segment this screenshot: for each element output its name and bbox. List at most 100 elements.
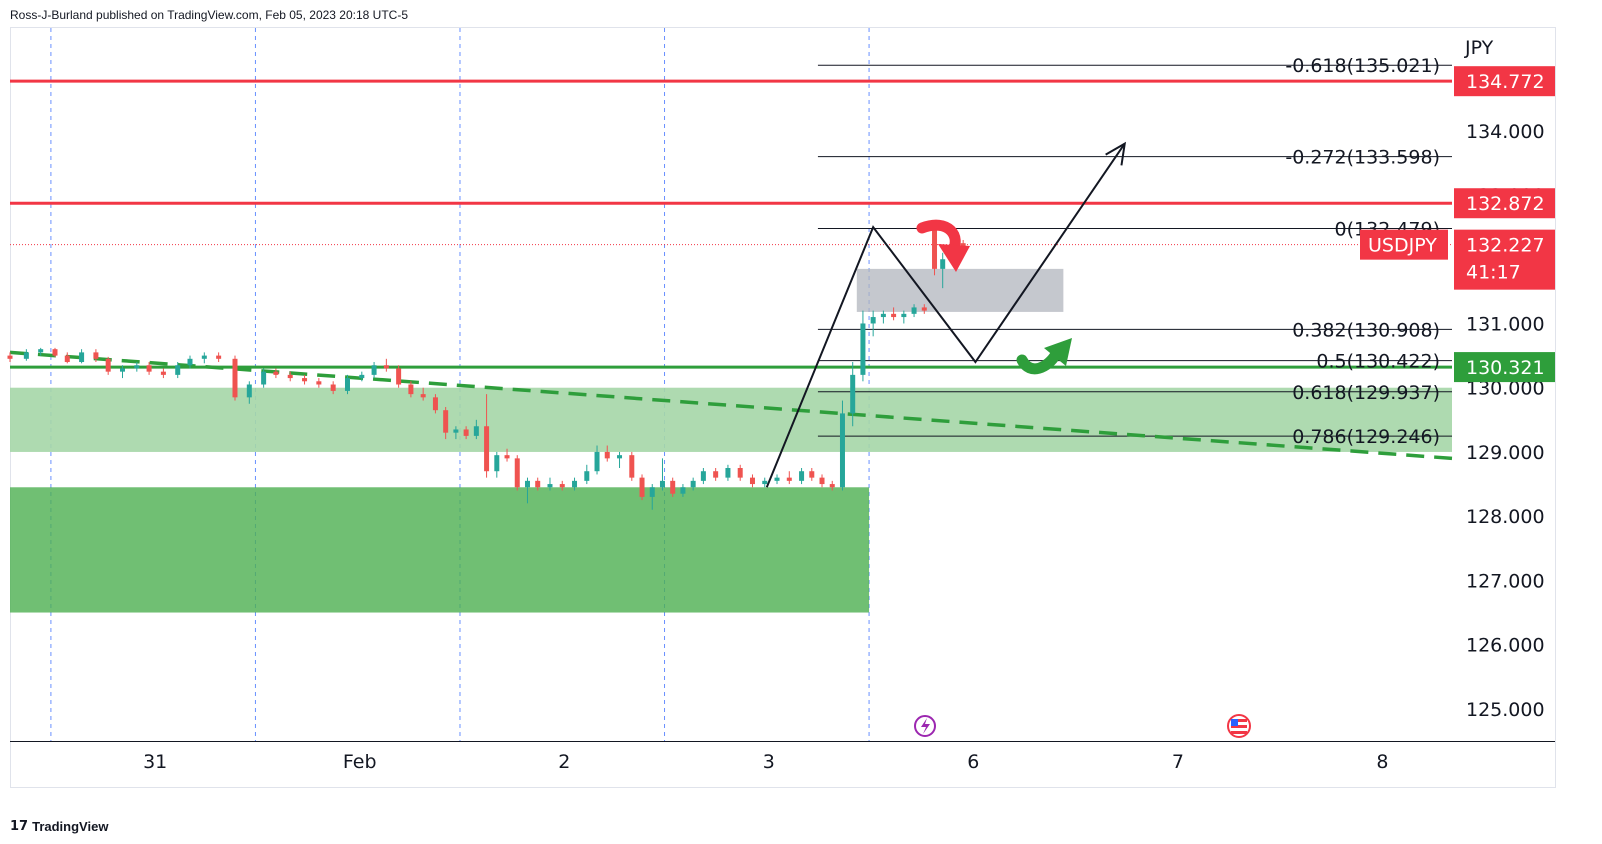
candles [7,225,966,510]
candle-body [93,352,99,359]
candle-body [880,313,886,318]
price-tag-text: 134.772 [1466,71,1545,93]
candle-body [690,480,696,488]
fib-level-label: -0.272(133.598) [1285,147,1440,169]
candle-body [359,374,365,379]
fib-level-label: 0.382(130.908) [1292,319,1440,341]
last-price-tag-text: 132.227 [1466,235,1545,257]
chart-marks [914,219,1251,738]
candle-body [891,313,897,318]
price-tag-bg [1454,188,1555,219]
candle-body [287,374,293,379]
candle-body [584,471,590,481]
candle-body [547,484,553,488]
horizontal-levels [10,79,1452,369]
y-tick-label: 126.000 [1466,635,1545,657]
trendline [9,350,1453,461]
publisher-header: Ross-J-Burland published on TradingView.… [10,8,408,22]
candle-body [629,455,635,478]
trendline-dashed [9,350,1453,461]
candle-body [670,480,676,494]
candle-body [617,455,623,459]
candle-body [420,394,426,398]
candle-body [23,352,29,359]
countdown-text: 41:17 [1466,262,1521,284]
fib-level-label: 0.5(130.422) [1316,351,1440,373]
candle-body [232,358,238,398]
fib-level-label: 0.618(129.937) [1292,382,1440,404]
green-arrow-head [1044,338,1072,366]
footer-brand[interactable]: 𝟭𝟳 TradingView [10,818,108,834]
candle-body [786,477,792,481]
candle-body [383,365,389,369]
fib-level-label: -0.618(135.021) [1285,55,1440,77]
candle-body [649,487,655,497]
candle-body [79,352,85,363]
candle-body [273,371,279,375]
projection-arrowhead [1105,141,1127,166]
candle-body [443,410,449,433]
y-tick-label: 134.000 [1466,121,1545,143]
candle-body [870,317,876,324]
candle-body [901,313,907,318]
symbol-tag-bg [1360,229,1448,260]
candle-body [713,471,719,478]
tradingview-logo-icon: 𝟭𝟳 [10,818,29,833]
candle-body [960,243,966,247]
x-tick-label: Feb [343,751,377,773]
candle-body [737,468,743,478]
candle-body [659,480,665,488]
price-tag-bg [1454,352,1555,383]
price-tag-text: 132.872 [1466,193,1545,215]
price-tag-text: 130.321 [1466,357,1545,379]
candle-body [175,365,181,375]
candle-body [52,349,58,356]
x-tick-label: 6 [967,751,979,773]
projection-path [765,141,1127,488]
candle-body [371,365,377,375]
candle-body [38,349,44,353]
candle-body [105,358,111,372]
lightning-event-icon[interactable] [914,715,936,737]
symbol-tag-text: USDJPY [1368,235,1437,257]
candle-body [344,378,350,391]
candle-body [594,451,600,472]
time-axis[interactable]: 31 Feb 2 3 6 7 8 [143,751,1388,773]
candle-body [7,355,13,359]
candle-body [639,477,645,497]
candle-body [940,259,946,269]
candle-body [201,355,207,359]
candle-body [680,487,686,494]
fib-level-label: 0.786(129.246) [1292,426,1440,448]
candle-body [302,378,308,382]
price-tags: 134.772 132.872 130.321 USDJPY 132.227 41:17 [1360,66,1555,383]
candle-body [559,484,565,488]
y-tick-label: 125.000 [1466,699,1545,721]
zone-support-light [10,387,1452,452]
candle-body [216,355,222,359]
x-tick-label: 31 [143,751,167,773]
candle-body [187,358,193,366]
candle-body [860,323,866,375]
candle-body [572,480,578,488]
candle-body [809,471,815,478]
x-tick-label: 8 [1376,751,1388,773]
y-tick-label: 129.000 [1466,442,1545,464]
projection-zigzag [765,143,1126,488]
us-flag-event-icon[interactable] [1227,714,1251,738]
x-tick-label: 2 [558,751,570,773]
candle-body [700,471,706,481]
candle-body [134,365,140,369]
candle-body [762,480,768,485]
y-tick-label: 128.000 [1466,506,1545,528]
candle-body [396,368,402,385]
candle-body [246,384,252,398]
candle-body [535,480,541,488]
session-break-lines [50,28,870,741]
candle-body [119,368,125,372]
green-curved-arrow [1016,348,1062,375]
candle-body [850,374,856,414]
y-tick-label: 131.000 [1466,313,1545,335]
price-tag-bg [1454,66,1555,97]
